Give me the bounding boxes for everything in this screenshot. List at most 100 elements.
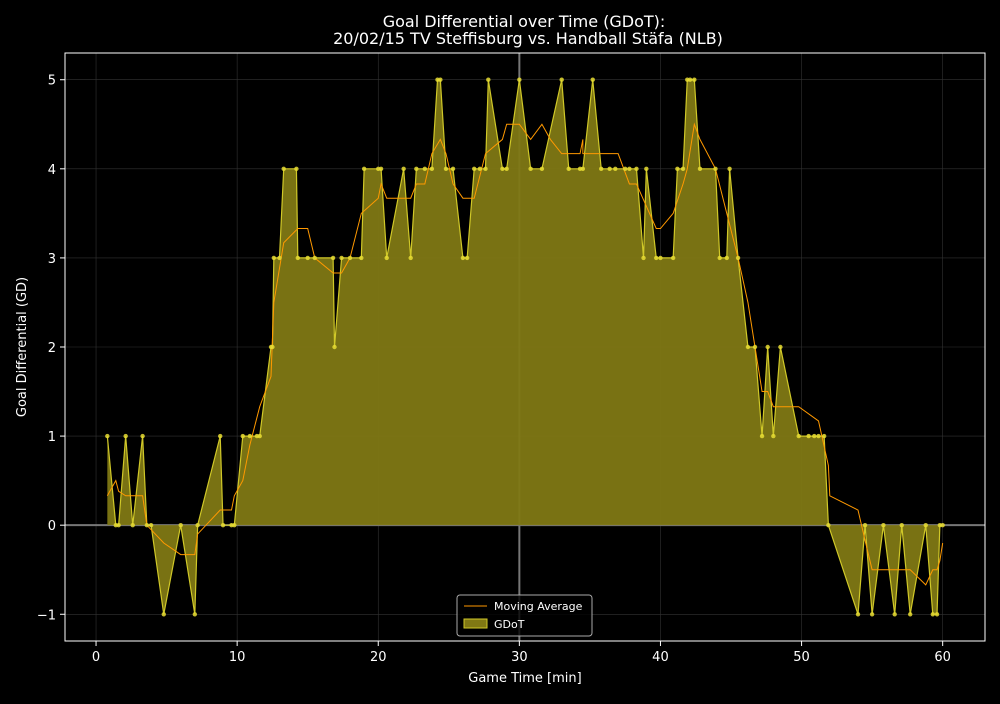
gdot-point	[658, 255, 663, 261]
y-tick-label: −1	[37, 608, 56, 623]
gdot-point	[590, 77, 595, 82]
gdot-point	[697, 166, 703, 172]
gdot-point	[443, 166, 449, 172]
gdot-point	[613, 166, 618, 172]
gdot-point	[908, 612, 913, 617]
x-tick-label: 10	[229, 650, 246, 665]
chart-subtitle: 20/02/15 TV Steffisburg vs. Handball Stä…	[333, 29, 723, 48]
gdot-point	[123, 433, 128, 439]
gdot-point	[130, 522, 135, 528]
gdot-point	[105, 433, 110, 439]
y-tick-label: 3	[48, 252, 56, 267]
gdot-point	[257, 433, 262, 439]
gdot-point	[812, 433, 817, 439]
moving-average-line	[106, 122, 944, 586]
gdot-point	[752, 344, 758, 350]
gdot-point	[654, 255, 659, 261]
gdot-point	[281, 166, 286, 172]
axis-ticks: 0 10 20 30 40 50 60 −1 0 1 2 3 4 5	[37, 74, 951, 665]
gdot-point	[816, 433, 821, 439]
gdot-point	[359, 255, 364, 261]
gdot-point	[641, 255, 646, 261]
gdot-point	[116, 522, 121, 528]
chart-title: Goal Differential over Time (GDoT):	[383, 12, 666, 31]
x-tick-label: 0	[92, 650, 100, 665]
gdot-point	[500, 166, 505, 172]
legend-gdot-label: GDoT	[494, 618, 525, 631]
gdot-point	[339, 255, 344, 261]
gdot-point	[460, 255, 466, 261]
gdot-point	[414, 166, 419, 172]
gdot-point	[472, 166, 477, 172]
gdot-point	[855, 612, 861, 617]
gdot-point	[717, 255, 722, 261]
gdot-point	[361, 166, 367, 172]
gdot-point	[934, 612, 940, 617]
gdot-point	[504, 166, 509, 172]
gdot-point	[566, 166, 571, 172]
gdot-point	[408, 255, 413, 261]
y-axis-label: Goal Differential (GD)	[15, 277, 30, 417]
gdot-point	[401, 166, 406, 172]
gdot-point	[178, 522, 183, 528]
gdot-point	[429, 166, 435, 172]
gdot-point	[724, 255, 729, 261]
y-tick-label: 1	[48, 430, 56, 445]
gdot-point	[144, 522, 150, 528]
gdot-point	[295, 255, 301, 261]
gdot-point	[347, 255, 353, 261]
x-tick-label: 20	[370, 650, 387, 665]
gdot-point	[477, 166, 483, 172]
gdot-point	[745, 344, 751, 350]
gdot-point	[240, 433, 245, 439]
gdot-point	[670, 255, 676, 261]
gdot-point	[192, 612, 198, 617]
gdot-point	[765, 344, 770, 350]
gdot-point	[923, 522, 928, 528]
legend-gdot-swatch	[463, 618, 488, 629]
y-tick-label: 4	[48, 163, 56, 178]
gdot-point	[692, 77, 697, 82]
gdot-point	[378, 166, 384, 172]
gdot-point	[580, 166, 586, 172]
gdot-point	[559, 77, 564, 82]
gdot-point	[161, 612, 166, 617]
gdot-point	[930, 612, 935, 617]
gdot-point	[687, 77, 693, 82]
gdot-point	[220, 522, 226, 528]
x-tick-label: 60	[934, 650, 951, 665]
gdot-point	[727, 166, 732, 172]
y-tick-label: 0	[48, 519, 56, 534]
plot-frame	[64, 52, 986, 642]
gdot-point	[422, 166, 428, 172]
gdot-point	[294, 166, 299, 172]
gdot-point	[332, 344, 337, 350]
gdot-point	[450, 166, 456, 172]
gdot-point	[826, 522, 831, 528]
gdot-point	[627, 166, 632, 172]
gdot-point	[821, 433, 827, 439]
legend: Moving Average GDoT	[456, 594, 593, 637]
gdot-point	[675, 166, 680, 172]
gdot-point	[940, 522, 945, 528]
legend-moving-average-label: Moving Average	[494, 600, 583, 613]
gdot-point	[634, 166, 639, 172]
gdot-point	[771, 433, 776, 439]
gdot-point	[778, 344, 783, 350]
gdot-point	[330, 255, 336, 261]
gdot-point	[899, 522, 904, 528]
gdot-point	[305, 255, 310, 261]
gdot-point	[232, 522, 237, 528]
gdot-point	[644, 166, 649, 172]
gdot-point	[247, 433, 253, 439]
gdot-point	[277, 255, 282, 261]
x-tick-label: 40	[652, 650, 669, 665]
gdot-point	[598, 166, 604, 172]
gdot-point	[735, 255, 741, 261]
gdot-point	[270, 344, 275, 350]
gdot-point	[539, 166, 545, 172]
gdot-point	[869, 612, 875, 617]
gdot-point	[862, 522, 868, 528]
gdot-point	[622, 166, 628, 172]
